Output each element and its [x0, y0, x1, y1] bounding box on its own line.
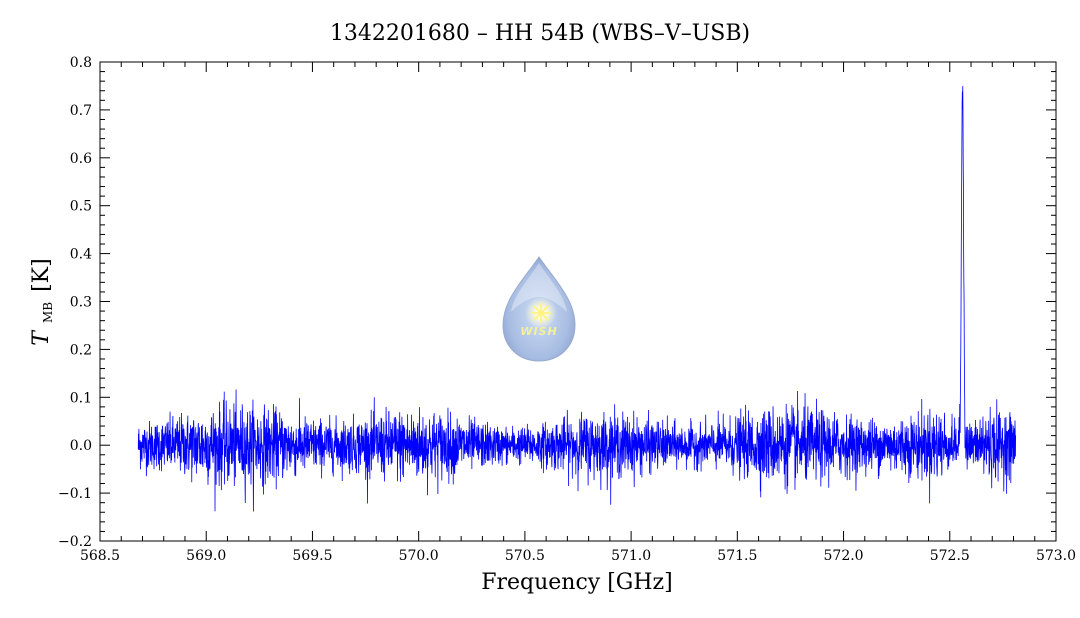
chart-title: 1342201680 – HH 54B (WBS–V–USB) — [330, 21, 750, 46]
x-tick-label: 572.5 — [930, 548, 970, 564]
x-tick-label: 573.0 — [1036, 548, 1076, 564]
svg-text:T MB [K]: T MB [K] — [29, 258, 56, 345]
x-tick-label: 572.0 — [824, 548, 864, 564]
wish-logo: WISH — [502, 256, 576, 362]
spectrum-line — [137, 86, 1017, 512]
y-axis-unit: [K] — [29, 258, 54, 292]
x-tick-label: 570.0 — [399, 548, 439, 564]
x-tick-label: 569.0 — [186, 548, 226, 564]
y-axis-subscript: MB — [41, 302, 55, 323]
y-tick-label: 0.0 — [70, 438, 92, 454]
y-tick-label: 0.7 — [70, 103, 92, 119]
x-tick-label: 571.0 — [611, 548, 651, 564]
y-axis-symbol: T — [29, 329, 54, 346]
star-icon — [531, 303, 551, 323]
logo-text: WISH — [520, 325, 557, 338]
y-axis-label: T MB [K] — [29, 258, 56, 345]
y-tick-label: −0.1 — [58, 486, 92, 502]
y-tick-label: 0.8 — [70, 55, 92, 71]
y-tick-label: −0.2 — [58, 534, 92, 550]
y-tick-label: 0.6 — [70, 151, 92, 167]
x-axis-label: Frequency [GHz] — [481, 570, 673, 595]
x-tick-label: 568.5 — [80, 548, 120, 564]
y-tick-label: 0.1 — [70, 390, 92, 406]
y-tick-label: 0.5 — [70, 199, 92, 215]
x-tick-label: 569.5 — [292, 548, 332, 564]
y-tick-label: 0.4 — [70, 247, 92, 263]
x-axis: 568.5 569.0 569.5 570.0 570.5 571.0 571.5 572.0… — [80, 62, 1076, 564]
y-tick-label: 0.3 — [70, 295, 92, 311]
x-tick-label: 570.5 — [505, 548, 545, 564]
y-axis: −0.2 −0.1 0.0 0.1 0.2 0.3 0.4 0.5 0.6 0.7 0.8 — [58, 55, 1056, 550]
x-tick-label: 571.5 — [717, 548, 757, 564]
y-tick-label: 0.2 — [70, 342, 92, 358]
